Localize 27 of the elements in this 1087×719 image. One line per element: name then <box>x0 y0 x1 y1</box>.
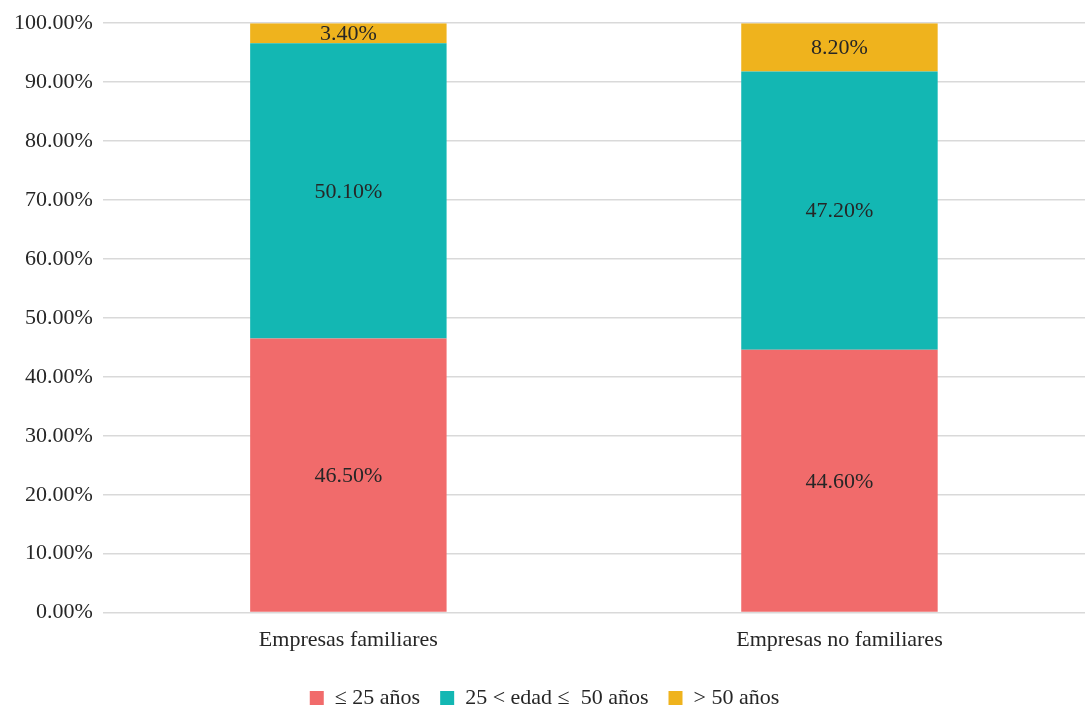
data-label: 46.50% <box>314 461 383 487</box>
data-label: 44.60% <box>805 467 874 493</box>
y-tick-label: 10.00% <box>25 539 93 565</box>
y-tick-label: 70.00% <box>25 185 93 211</box>
y-tick-label: 0.00% <box>36 598 93 624</box>
bar <box>250 338 447 612</box>
y-tick-label: 20.00% <box>25 480 93 506</box>
data-label: 50.10% <box>314 177 383 203</box>
legend-label: > 50 años <box>693 683 780 709</box>
y-tick-label: 80.00% <box>25 126 93 152</box>
y-tick-label: 30.00% <box>25 421 93 447</box>
data-label: 8.20% <box>811 34 868 60</box>
legend-label: 25 < edad ≤ 50 años <box>465 683 649 709</box>
x-tick-label: Empresas familiares <box>258 625 438 651</box>
bar <box>741 349 938 612</box>
bar <box>250 43 447 339</box>
y-tick-label: 40.00% <box>25 362 93 388</box>
y-tick-label: 60.00% <box>25 244 93 270</box>
y-tick-label: 100.00% <box>14 8 93 34</box>
bar <box>741 23 938 72</box>
x-tick-label: Empresas no familiares <box>736 625 943 651</box>
bar <box>741 71 938 350</box>
y-tick-label: 90.00% <box>25 67 93 93</box>
data-label: 47.20% <box>805 197 874 223</box>
legend-label: ≤ 25 años <box>334 683 421 709</box>
y-tick-label: 50.00% <box>25 303 93 329</box>
data-label: 3.40% <box>319 20 377 45</box>
